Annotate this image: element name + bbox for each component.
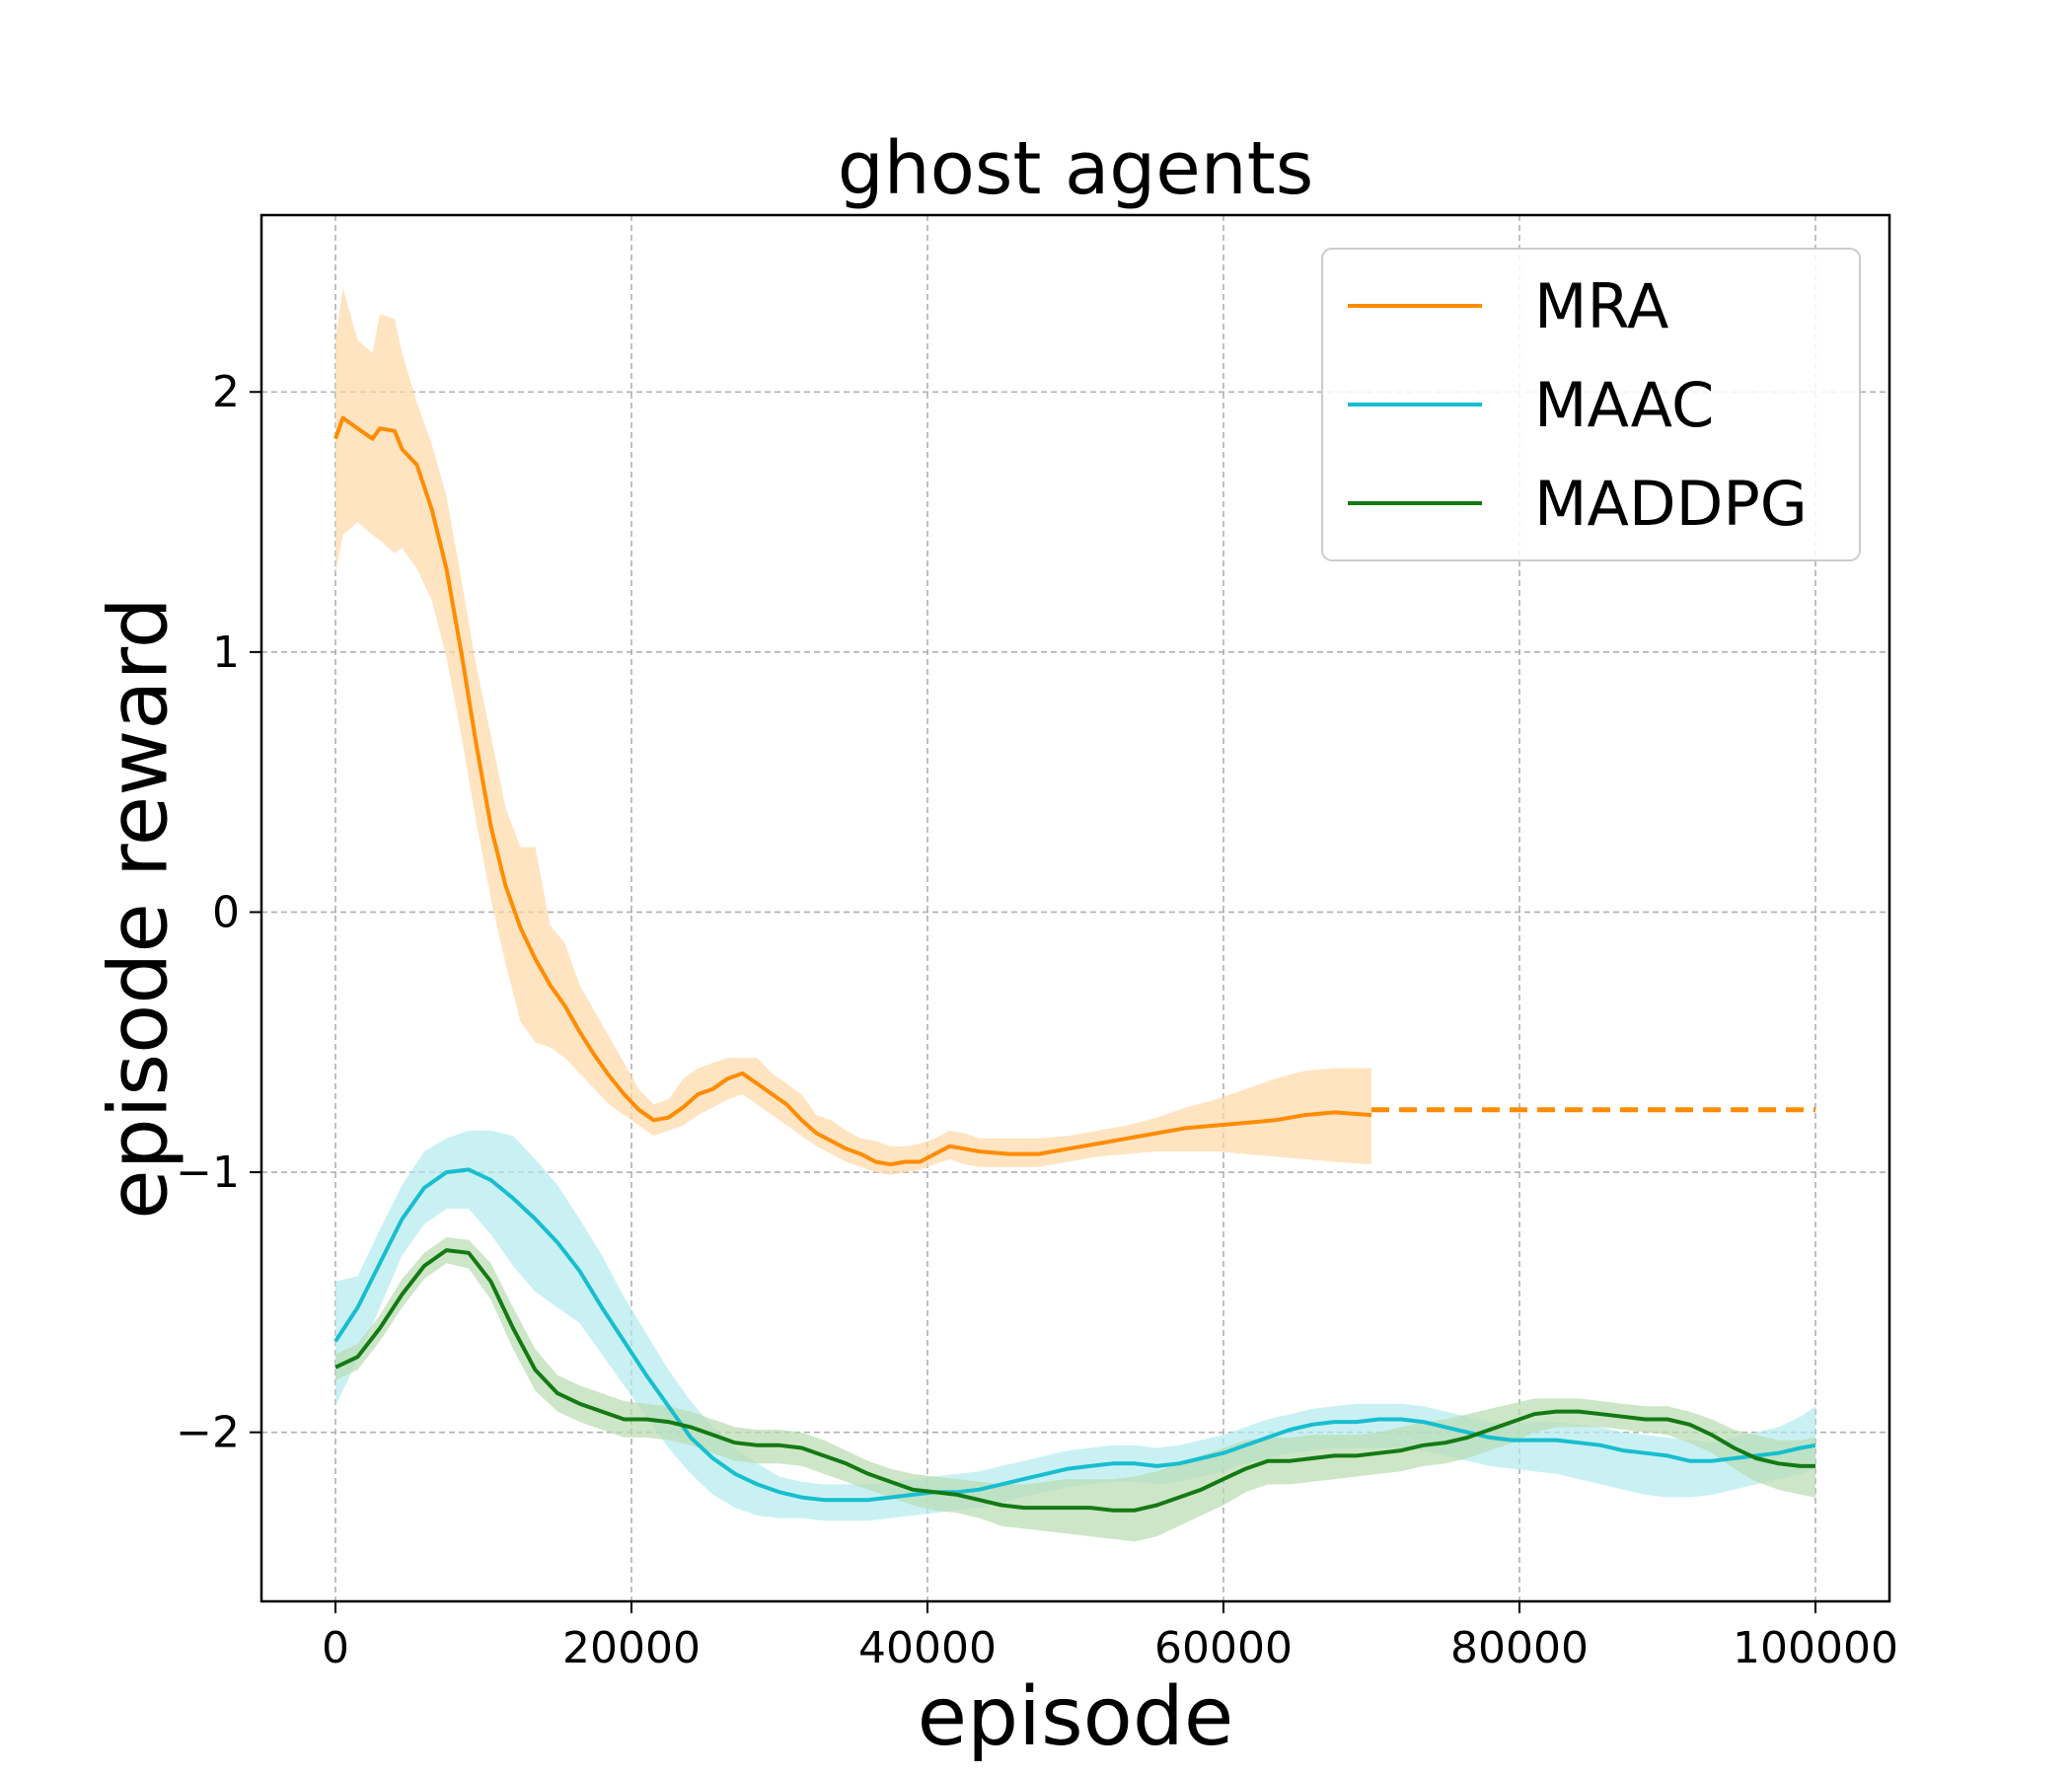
maddpg-band: [335, 1237, 1815, 1542]
axis-ticks: 0 20000 40000 60000 80000 100000 −2 −1 0 1 2: [176, 367, 1898, 1673]
plot-frame: [259, 213, 1891, 1603]
legend-label-maddpg: MADDPG: [1534, 468, 1808, 540]
series-lines: [333, 415, 1816, 1513]
y-tick-label: 2: [212, 367, 240, 417]
chart-title: ghost agents: [838, 126, 1314, 211]
y-tick-label: −1: [176, 1147, 240, 1198]
maac-band: [335, 1130, 1815, 1521]
mra-band: [335, 287, 1371, 1175]
x-tick-label: 40000: [858, 1623, 997, 1673]
x-tick-label: 100000: [1733, 1623, 1898, 1673]
x-tick-label: 20000: [562, 1623, 701, 1673]
y-tick-label: 1: [212, 628, 240, 678]
x-tick-label: 0: [322, 1623, 349, 1673]
x-axis-title: episode: [918, 1670, 1234, 1764]
legend-label-maac: MAAC: [1534, 369, 1714, 441]
y-tick-label: −2: [176, 1408, 240, 1458]
y-tick-label: 0: [212, 887, 240, 937]
legend-label-mra: MRA: [1534, 270, 1668, 342]
mra-line: [333, 415, 1372, 1167]
x-tick-label: 60000: [1154, 1623, 1293, 1673]
x-tick-label: 80000: [1450, 1623, 1589, 1673]
maac-line: [333, 1167, 1816, 1503]
maddpg-line: [334, 1248, 1815, 1513]
legend-box: [1321, 248, 1861, 561]
legend: MRA MAAC MADDPG: [1321, 248, 1861, 561]
y-axis-title: episode reward: [93, 597, 186, 1220]
confidence-bands: [335, 287, 1815, 1542]
